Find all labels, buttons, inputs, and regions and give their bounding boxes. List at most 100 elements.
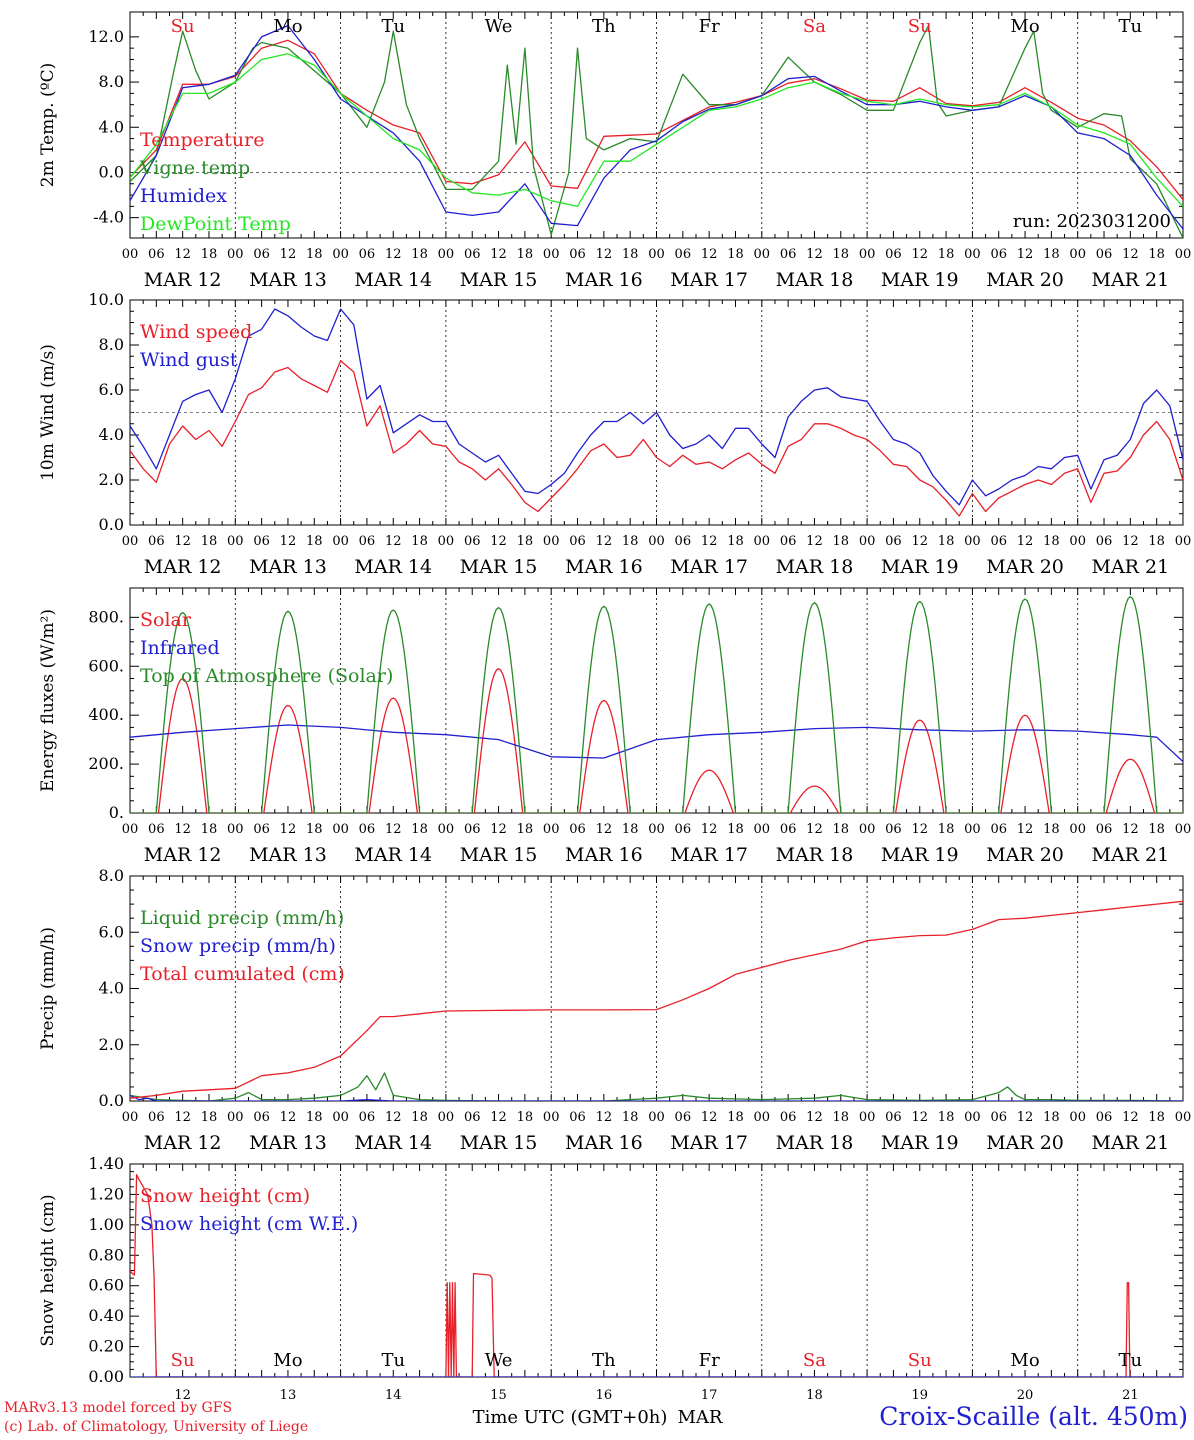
- weekday-label: Th: [592, 1350, 616, 1371]
- weekday-label: Tu: [1119, 1350, 1143, 1371]
- hour-tick-label: 00: [543, 822, 560, 837]
- legend-entry: Wind speed: [140, 321, 252, 343]
- hour-tick-label: 12: [806, 1110, 823, 1125]
- hour-tick-label: 12: [280, 247, 297, 262]
- hour-tick-label: 06: [359, 247, 376, 262]
- hour-tick-label: 06: [990, 247, 1007, 262]
- hour-tick-label: 12: [490, 822, 507, 837]
- hour-tick-label: 12: [280, 534, 297, 549]
- series-line-humidex: [130, 24, 1183, 230]
- hour-tick-label: 00: [1069, 534, 1086, 549]
- hour-tick-label: 12: [1122, 822, 1139, 837]
- date-label: MAR 21: [1091, 844, 1169, 866]
- hour-tick-label: 12: [911, 534, 928, 549]
- weekday-label: Su: [171, 1350, 195, 1371]
- hour-tick-label: 18: [201, 1110, 218, 1125]
- y-axis-label: Snow height (cm): [38, 1194, 58, 1346]
- hour-tick-label: 12: [280, 1110, 297, 1125]
- date-label: MAR 14: [354, 269, 432, 291]
- date-label: MAR 19: [881, 1132, 959, 1154]
- series-line-infrared: [130, 724, 1183, 763]
- y-tick-label: 0.80: [88, 1245, 124, 1264]
- hour-tick-label: 18: [411, 247, 428, 262]
- hour-tick-label: 12: [596, 534, 613, 549]
- date-label: MAR 16: [565, 1132, 643, 1154]
- hour-tick-label: 06: [990, 534, 1007, 549]
- legend-entry: Wind gust: [140, 349, 238, 371]
- date-label: MAR 18: [776, 269, 854, 291]
- date-label: MAR 18: [776, 556, 854, 578]
- date-label: MAR 21: [1091, 269, 1169, 291]
- day-number-label: 19: [911, 1388, 928, 1403]
- weekday-label: Mo: [273, 16, 302, 37]
- hour-tick-label: 06: [675, 247, 692, 262]
- hour-tick-label: 06: [569, 534, 586, 549]
- date-label: MAR 16: [565, 556, 643, 578]
- date-label: MAR 17: [670, 269, 748, 291]
- hour-tick-label: 00: [754, 822, 771, 837]
- hour-tick-label: 18: [411, 822, 428, 837]
- hour-tick-label: 12: [174, 1110, 191, 1125]
- hour-tick-label: 06: [569, 822, 586, 837]
- weekday-label: We: [485, 16, 513, 37]
- hour-tick-label: 18: [833, 534, 850, 549]
- weekday-label: We: [485, 1350, 513, 1371]
- date-label: MAR 12: [144, 844, 222, 866]
- day-number-label: 20: [1017, 1388, 1034, 1403]
- y-tick-label: 12.0: [88, 27, 124, 46]
- hour-tick-label: 12: [701, 822, 718, 837]
- hour-tick-label: 06: [780, 822, 797, 837]
- date-label: MAR 18: [776, 844, 854, 866]
- hour-tick-label: 18: [517, 1110, 534, 1125]
- series-group: [130, 308, 1183, 517]
- hour-tick-label: 06: [253, 247, 270, 262]
- credit-line-2: (c) Lab. of Climatology, University of L…: [4, 1419, 309, 1435]
- hour-tick-label: 18: [622, 534, 639, 549]
- hour-tick-label: 00: [122, 822, 139, 837]
- legend-entry: Snow height (cm): [140, 1185, 310, 1207]
- hour-tick-label: 00: [964, 822, 981, 837]
- footer-credits: MARv3.13 model forced by GFS (c) Lab. of…: [4, 1399, 308, 1437]
- hour-tick-label: 12: [1017, 247, 1034, 262]
- hour-tick-label: 06: [253, 822, 270, 837]
- date-label: MAR 12: [144, 556, 222, 578]
- hour-tick-label: 06: [885, 1110, 902, 1125]
- hour-tick-label: 06: [990, 822, 1007, 837]
- hour-tick-label: 00: [964, 534, 981, 549]
- hour-tick-label: 18: [1043, 534, 1060, 549]
- hour-tick-label: 06: [569, 1110, 586, 1125]
- hour-tick-label: 06: [885, 534, 902, 549]
- hour-tick-label: 12: [1017, 1110, 1034, 1125]
- y-tick-label: 6.0: [99, 380, 124, 399]
- hour-tick-label: 00: [648, 822, 665, 837]
- hour-tick-label: 00: [438, 247, 455, 262]
- hour-tick-label: 18: [201, 247, 218, 262]
- date-label: MAR 18: [776, 1132, 854, 1154]
- weekday-label: Mo: [273, 1350, 302, 1371]
- hour-tick-label: 06: [885, 247, 902, 262]
- hour-tick-label: 06: [464, 1110, 481, 1125]
- y-tick-label: 1.40: [88, 1154, 124, 1173]
- series-group: [130, 900, 1183, 1101]
- series-line-temperature: [130, 39, 1183, 201]
- hour-tick-label: 06: [1096, 247, 1113, 262]
- legend-entry: Snow height (cm W.E.): [140, 1213, 358, 1235]
- hour-tick-label: 12: [280, 822, 297, 837]
- hour-tick-label: 06: [464, 822, 481, 837]
- series-line-total-cumulated-cm-: [130, 900, 1183, 1099]
- date-label: MAR 20: [986, 269, 1064, 291]
- credit-line-1: MARv3.13 model forced by GFS: [4, 1400, 233, 1416]
- weekday-label: Sa: [803, 1350, 826, 1371]
- y-tick-label: 0.: [109, 803, 124, 822]
- weekday-label: Fr: [699, 1350, 720, 1371]
- y-axis-label: 10m Wind (m/s): [38, 344, 58, 481]
- y-tick-label: 0.60: [88, 1276, 124, 1295]
- hour-tick-label: 18: [938, 534, 955, 549]
- date-label: MAR 16: [565, 269, 643, 291]
- series-line-solar: [130, 668, 1183, 813]
- legend-entry: Humidex: [140, 185, 227, 207]
- hour-tick-label: 18: [306, 247, 323, 262]
- hour-tick-label: 06: [1096, 822, 1113, 837]
- hour-tick-label: 18: [1148, 247, 1165, 262]
- day-number-label: 16: [596, 1388, 613, 1403]
